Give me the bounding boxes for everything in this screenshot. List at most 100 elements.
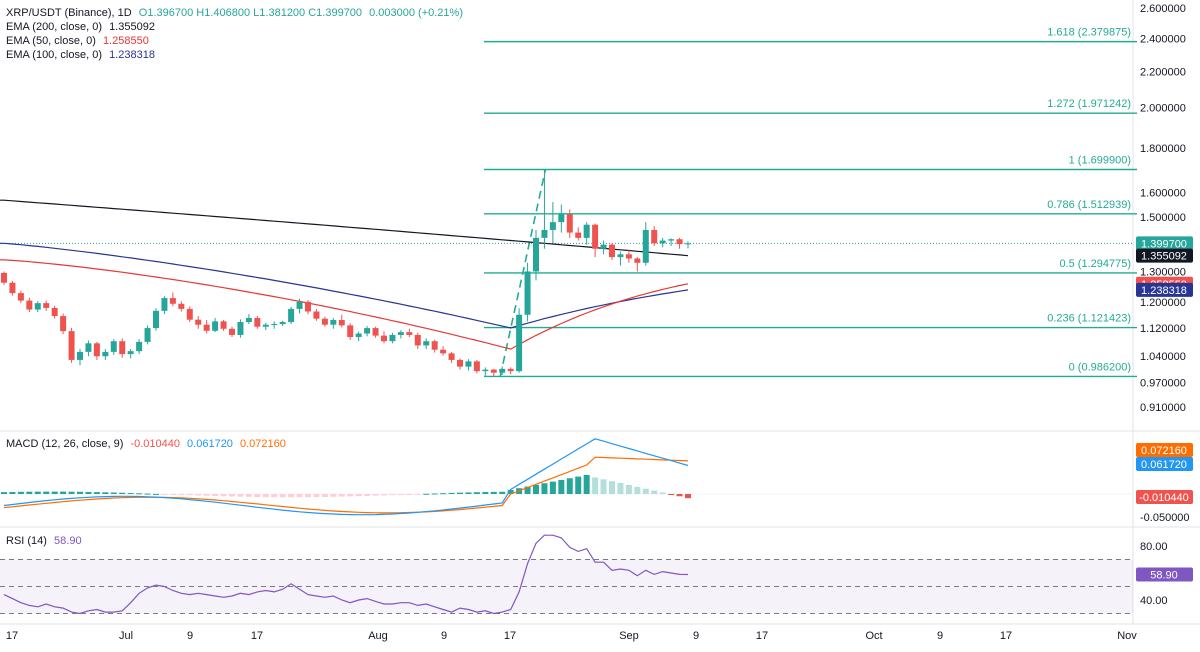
candle-body [617,254,624,258]
symbol-title[interactable]: XRP/USDT (Binance), 1D [6,7,132,19]
candle-body [68,331,75,360]
macd-histogram-bar [381,494,387,496]
macd-histogram-bar [592,477,599,494]
candle-body [212,321,219,331]
macd-badge-label: 0.061720 [1141,459,1187,471]
candle-body [347,325,354,338]
macd-histogram-bar [600,479,607,494]
candle-body [77,351,83,360]
macd-histogram-bar [169,494,176,495]
macd-histogram-bar [364,494,371,496]
price-change: 0.003000 (+0.21%) [369,7,463,19]
fib-level-label: 1.618 (2.379875) [1047,27,1131,39]
time-tick-label: 9 [441,630,447,642]
candle-body [642,229,649,263]
macd-histogram-bar [220,494,227,497]
macd-signal-line [3,456,689,514]
candle-body [43,303,50,308]
macd-histogram-bar [296,494,303,498]
candle-body [296,301,303,309]
rsi-tick-label: 40.00 [1140,595,1168,607]
rsi-badge: 58.90 [1136,567,1193,582]
macd-histogram-bar [127,493,134,495]
candle-body [389,334,396,342]
macd-histogram-bar [457,492,463,494]
ohlc-values: O1.396700 H1.406800 L1.381200 C1.399700 [138,7,363,19]
time-tick-label: 9 [187,630,193,642]
price-tick-label: 1.120000 [1140,323,1186,335]
macd-histogram-bar [659,492,666,494]
time-tick-label: 17 [756,630,768,642]
rsi-badge-bg [1136,567,1193,582]
candle-body [516,314,523,372]
price-tick-label: 1.500000 [1140,212,1186,224]
candle-body [153,310,159,329]
price-badge-label: 1.355092 [1141,251,1187,263]
macd-line-value: 0.061720 [187,438,233,450]
candle-body [381,335,387,342]
macd-histogram-bar [237,494,244,497]
candle-body [220,321,227,329]
candle-body [288,308,295,323]
macd-histogram-bar [34,491,41,494]
candle-body [634,258,641,263]
candle-body [85,343,92,352]
macd-histogram-bar [330,494,337,497]
candle-body [262,324,269,327]
macd-histogram-bar [549,481,556,494]
macd-histogram-bar [262,494,269,498]
fib-level-label: 0.5 (1.294775) [1059,258,1131,270]
price-tick-label: 2.200000 [1140,66,1186,78]
ema200-value: 1.355092 [109,21,155,33]
macd-histogram-bar [482,492,489,494]
macd-histogram-bar [93,492,100,494]
macd-histogram-bar [642,488,649,494]
macd-histogram-bar [271,494,278,498]
candle-body [431,341,438,350]
ema50-legend[interactable]: EMA (50, close, 0) 1.258550 [6,34,467,48]
time-tick-label: Aug [368,630,388,642]
candle-body [541,229,548,238]
candle-body [440,349,447,354]
macd-histogram-bar [414,494,421,495]
rsi-legend[interactable]: RSI (14) 58.90 [6,535,86,547]
candle-body [203,324,210,331]
macd-legend[interactable]: MACD (12, 26, close, 9) -0.010440 0.0617… [6,438,290,450]
candle-body [465,361,472,367]
macd-histogram-bar [186,494,193,496]
macd-badge-bg [1136,490,1193,504]
price-tick-label: 2.400000 [1140,33,1186,45]
rsi-line [3,534,689,615]
macd-line [3,438,689,516]
fib-level-label: 1.272 (1.971242) [1047,98,1131,110]
candle-body [144,328,151,342]
time-tick-label: 17 [504,630,516,642]
candle-body [473,361,480,372]
macd-histogram-bar [524,486,531,494]
macd-histogram-bar [676,494,683,497]
candle-body [355,333,362,338]
candle-body [178,303,185,309]
candle-body [457,359,463,367]
candle-body [651,229,658,244]
candle-body [34,303,41,310]
ema200-legend[interactable]: EMA (200, close, 0) 1.355092 [6,20,467,34]
time-tick-label: 17 [251,630,263,642]
candle-body [271,324,278,326]
macd-badge-label: 0.072160 [1141,445,1187,457]
macd-badge: -0.010440 [1136,490,1193,504]
time-tick-label: 9 [937,630,943,642]
candle-body [659,240,666,244]
candle-body [490,369,497,373]
candle-body [676,239,683,245]
candle-body [305,301,311,312]
macd-hist-value: -0.010440 [130,438,180,450]
candle-body [423,341,430,346]
ema200-label: EMA (200, close, 0) [6,21,102,33]
candle-body [600,244,607,249]
candle-body [136,341,143,352]
candle-body [195,319,202,325]
time-tick-label: Jul [119,630,133,642]
ema100-legend[interactable]: EMA (100, close, 0) 1.238318 [6,48,467,62]
